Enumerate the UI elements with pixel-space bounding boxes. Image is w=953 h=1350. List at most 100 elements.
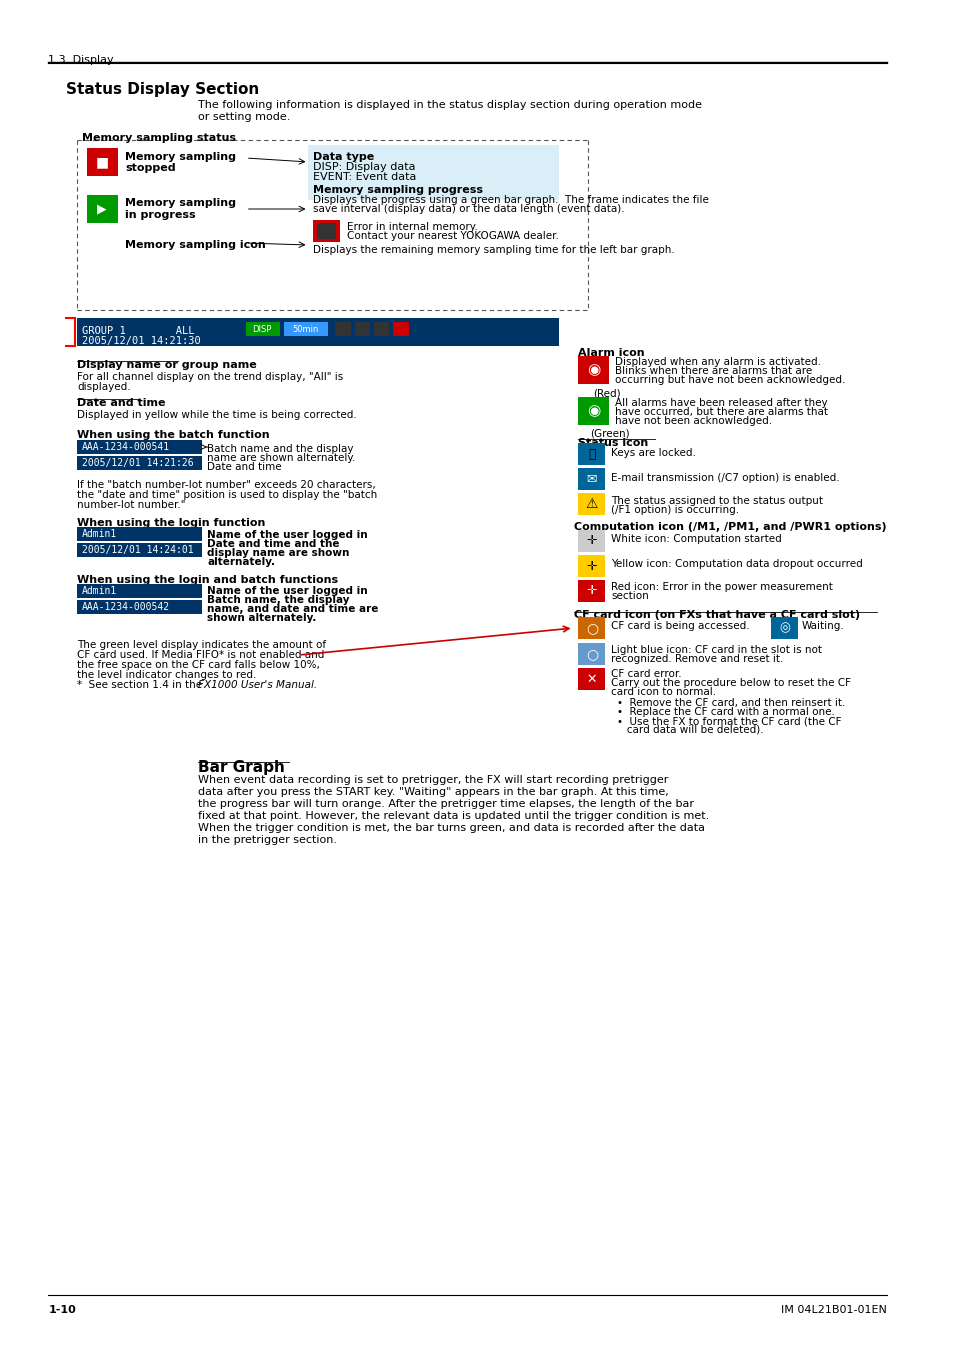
Text: Red icon: Error in the power measurement: Red icon: Error in the power measurement bbox=[611, 582, 832, 593]
Text: number-lot number.": number-lot number." bbox=[77, 500, 186, 510]
Text: When the trigger condition is met, the bar turns green, and data is recorded aft: When the trigger condition is met, the b… bbox=[197, 824, 704, 833]
Bar bbox=[77, 456, 202, 470]
Text: card icon to normal.: card icon to normal. bbox=[611, 687, 716, 697]
Text: All alarms have been released after they: All alarms have been released after they bbox=[615, 398, 827, 408]
Text: The status assigned to the status output: The status assigned to the status output bbox=[611, 495, 822, 506]
Bar bbox=[578, 443, 605, 464]
Text: 2005/12/01 14:21:26: 2005/12/01 14:21:26 bbox=[82, 458, 193, 468]
Text: Alarm icon: Alarm icon bbox=[578, 348, 644, 358]
Text: Data type: Data type bbox=[313, 153, 375, 162]
Text: Yellow icon: Computation data dropout occurred: Yellow icon: Computation data dropout oc… bbox=[611, 559, 862, 568]
Text: (Green): (Green) bbox=[589, 428, 629, 437]
Text: name are shown alternately.: name are shown alternately. bbox=[207, 454, 355, 463]
Text: FX1000 User's Manual.: FX1000 User's Manual. bbox=[197, 680, 316, 690]
Bar bbox=[335, 323, 351, 336]
Text: 2005/12/01 14:24:01: 2005/12/01 14:24:01 bbox=[82, 545, 193, 555]
Text: Keys are locked.: Keys are locked. bbox=[611, 448, 696, 458]
Text: Name of the user logged in: Name of the user logged in bbox=[207, 531, 368, 540]
Text: Display name or group name: Display name or group name bbox=[77, 360, 256, 370]
Text: displayed.: displayed. bbox=[77, 382, 131, 391]
Bar bbox=[77, 585, 202, 598]
Text: Memory sampling: Memory sampling bbox=[125, 153, 236, 162]
Bar bbox=[578, 531, 605, 552]
Text: CF card error.: CF card error. bbox=[611, 670, 681, 679]
Text: name, and date and time are: name, and date and time are bbox=[207, 603, 378, 614]
Bar bbox=[578, 580, 605, 602]
Text: (Red): (Red) bbox=[592, 387, 619, 398]
Bar bbox=[77, 319, 558, 346]
Text: •  Remove the CF card, and then reinsert it.: • Remove the CF card, and then reinsert … bbox=[617, 698, 844, 707]
Text: AAA-1234-000541: AAA-1234-000541 bbox=[82, 441, 170, 452]
Text: shown alternately.: shown alternately. bbox=[207, 613, 316, 622]
Text: have not been acknowledged.: have not been acknowledged. bbox=[615, 416, 771, 427]
Text: Displays the remaining memory sampling time for the left bar graph.: Displays the remaining memory sampling t… bbox=[313, 244, 675, 255]
Text: DISP: Display data: DISP: Display data bbox=[313, 162, 416, 171]
Text: ✛: ✛ bbox=[586, 585, 597, 598]
Text: DISP: DISP bbox=[253, 324, 272, 333]
Text: EVENT: Event data: EVENT: Event data bbox=[313, 171, 416, 182]
Bar bbox=[578, 617, 605, 639]
Text: occurring but have not been acknowledged.: occurring but have not been acknowledged… bbox=[615, 375, 844, 385]
Text: 2005/12/01 14:21:30: 2005/12/01 14:21:30 bbox=[82, 336, 200, 346]
Text: Memory sampling status: Memory sampling status bbox=[82, 134, 235, 143]
Text: 🔑: 🔑 bbox=[587, 447, 595, 460]
Text: recognized. Remove and reset it.: recognized. Remove and reset it. bbox=[611, 653, 782, 664]
Text: Error in internal memory.: Error in internal memory. bbox=[347, 221, 477, 232]
Text: data after you press the START key. "Waiting" appears in the bar graph. At this : data after you press the START key. "Wai… bbox=[197, 787, 668, 796]
Text: The following information is displayed in the status display section during oper: The following information is displayed i… bbox=[197, 100, 700, 109]
Bar bbox=[578, 668, 605, 690]
Bar bbox=[578, 643, 605, 666]
Text: Contact your nearest YOKOGAWA dealer.: Contact your nearest YOKOGAWA dealer. bbox=[347, 231, 558, 242]
Text: display name are shown: display name are shown bbox=[207, 548, 349, 558]
Text: IM 04L21B01-01EN: IM 04L21B01-01EN bbox=[781, 1305, 886, 1315]
Text: GROUP 1        ALL: GROUP 1 ALL bbox=[82, 325, 194, 336]
Text: The green level display indicates the amount of: The green level display indicates the am… bbox=[77, 640, 326, 649]
Text: Memory sampling icon: Memory sampling icon bbox=[125, 240, 266, 250]
Text: the level indicator changes to red.: the level indicator changes to red. bbox=[77, 670, 256, 680]
Bar bbox=[87, 194, 117, 223]
Text: Admin1: Admin1 bbox=[82, 586, 117, 595]
Text: •  Use the FX to format the CF card (the CF: • Use the FX to format the CF card (the … bbox=[617, 716, 841, 726]
Bar bbox=[77, 526, 202, 541]
Text: Name of the user logged in: Name of the user logged in bbox=[207, 586, 368, 595]
Text: Waiting.: Waiting. bbox=[801, 621, 843, 630]
Text: ✛: ✛ bbox=[586, 559, 597, 572]
Text: Displays the progress using a green bar graph.  The frame indicates the file: Displays the progress using a green bar … bbox=[313, 194, 708, 205]
Text: the progress bar will turn orange. After the pretrigger time elapses, the length: the progress bar will turn orange. After… bbox=[197, 799, 693, 809]
Text: save interval (display data) or the data length (event data).: save interval (display data) or the data… bbox=[313, 204, 624, 215]
Text: White icon: Computation started: White icon: Computation started bbox=[611, 535, 781, 544]
Text: Blinks when there are alarms that are: Blinks when there are alarms that are bbox=[615, 366, 811, 377]
Text: ✛: ✛ bbox=[586, 535, 597, 548]
Text: ◉: ◉ bbox=[586, 363, 599, 378]
Text: ▶: ▶ bbox=[97, 202, 107, 216]
Bar bbox=[308, 144, 558, 200]
Text: 50min: 50min bbox=[292, 324, 318, 333]
Text: ◉: ◉ bbox=[586, 404, 599, 418]
Text: or setting mode.: or setting mode. bbox=[197, 112, 290, 122]
Text: •  Replace the CF card with a normal one.: • Replace the CF card with a normal one. bbox=[617, 707, 834, 717]
Text: (/F1 option) is occurring.: (/F1 option) is occurring. bbox=[611, 505, 739, 514]
Text: AAA-1234-000542: AAA-1234-000542 bbox=[82, 602, 170, 612]
Bar bbox=[578, 356, 609, 383]
Bar bbox=[316, 223, 336, 239]
Text: Carry out the procedure below to reset the CF: Carry out the procedure below to reset t… bbox=[611, 678, 850, 688]
Text: Memory sampling: Memory sampling bbox=[125, 198, 236, 208]
Text: Batch name and the display: Batch name and the display bbox=[207, 444, 354, 454]
Text: For all channel display on the trend display, "All" is: For all channel display on the trend dis… bbox=[77, 373, 343, 382]
Text: ○: ○ bbox=[585, 621, 598, 634]
Text: CF card used. If Media FIFO* is not enabled and: CF card used. If Media FIFO* is not enab… bbox=[77, 649, 324, 660]
Text: When event data recording is set to pretrigger, the FX will start recording pret: When event data recording is set to pret… bbox=[197, 775, 667, 784]
Text: fixed at that point. However, the relevant data is updated until the trigger con: fixed at that point. However, the releva… bbox=[197, 811, 708, 821]
Text: Date and time: Date and time bbox=[77, 398, 166, 408]
Text: ◎: ◎ bbox=[779, 621, 789, 634]
Text: ○: ○ bbox=[585, 647, 598, 662]
Text: Memory sampling progress: Memory sampling progress bbox=[313, 185, 483, 194]
Text: CF card icon (on FXs that have a CF card slot): CF card icon (on FXs that have a CF card… bbox=[573, 610, 859, 620]
Text: card data will be deleted).: card data will be deleted). bbox=[617, 725, 762, 734]
Text: *  See section 1.4 in the: * See section 1.4 in the bbox=[77, 680, 205, 690]
Bar bbox=[578, 397, 609, 425]
Text: ■: ■ bbox=[95, 155, 109, 169]
Bar bbox=[355, 323, 370, 336]
Bar bbox=[374, 323, 389, 336]
Text: ✕: ✕ bbox=[586, 672, 597, 686]
